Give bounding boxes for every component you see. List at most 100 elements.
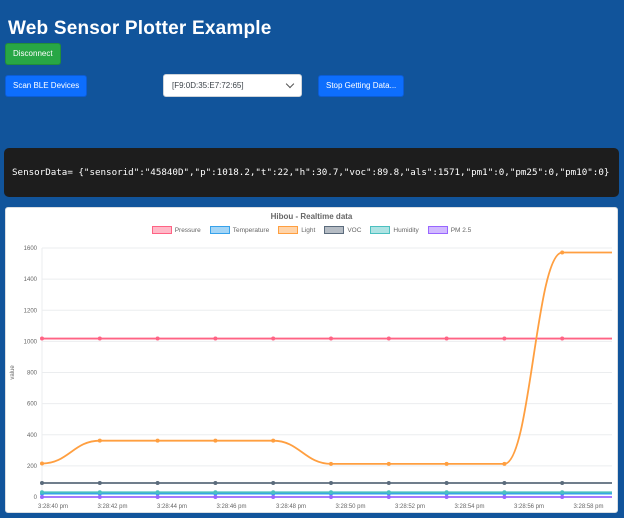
data-point-voc[interactable] [213,481,218,486]
data-point-light[interactable] [386,461,391,466]
legend-label: VOC [347,226,362,234]
data-point-voc[interactable] [502,481,507,486]
data-point-pressure[interactable] [502,336,507,341]
legend-label: Humidity [393,226,419,234]
x-tick-label: 3:28:50 pm [335,504,365,510]
legend-swatch-pressure [151,226,172,234]
legend-item-pressure[interactable]: Pressure [151,226,201,234]
x-tick-label: 3:28:44 pm [157,504,187,510]
data-point-voc[interactable] [97,481,102,486]
scan-ble-devices-button[interactable]: Scan BLE Devices [5,75,88,97]
data-point-voc[interactable] [329,481,333,486]
y-tick-label: 0 [34,495,38,501]
data-point-light[interactable] [502,461,507,466]
console-output: SensorData= {"sensorid":"45840D","p":101… [4,148,619,197]
data-point-voc[interactable] [560,481,565,486]
x-tick-label: 3:28:54 pm [454,504,484,510]
data-point-pm-2-5[interactable] [502,495,507,499]
x-tick-label: 3:28:40 pm [38,504,68,510]
data-point-pressure[interactable] [213,336,218,341]
legend-swatch-light [278,226,299,234]
data-point-voc[interactable] [40,481,44,486]
data-point-humidity[interactable] [271,490,276,495]
y-tick-label: 1400 [24,277,38,283]
legend-item-light[interactable]: Light [278,226,315,234]
sensor-data-text: SensorData= {"sensorid":"45840D","p":101… [12,167,610,178]
data-point-pm-2-5[interactable] [155,495,160,499]
data-point-pm-2-5[interactable] [213,495,218,499]
data-point-pressure[interactable] [155,336,160,341]
y-tick-label: 1000 [24,339,38,345]
y-tick-label: 400 [27,433,38,439]
series-line-light[interactable] [41,251,612,465]
data-point-light[interactable] [560,250,565,255]
x-tick-label: 3:28:56 pm [514,504,544,510]
data-point-humidity[interactable] [213,490,218,495]
data-point-light[interactable] [444,461,449,466]
data-point-pressure[interactable] [271,336,276,341]
legend-swatch-voc [324,226,345,234]
data-point-pm-2-5[interactable] [97,495,102,499]
data-point-voc[interactable] [444,481,449,486]
device-select-value: [F9:0D:35:E7:72:65] [172,81,244,90]
x-tick-label: 3:28:48 pm [276,504,306,510]
chart-title: Hibou - Realtime data [270,212,353,221]
y-tick-label: 600 [27,402,38,408]
stop-getting-data-button[interactable]: Stop Getting Data... [318,75,405,97]
data-point-humidity[interactable] [560,490,565,495]
data-point-light[interactable] [155,438,160,443]
legend-label: Temperature [232,226,270,234]
legend-label: PM 2.5 [450,226,472,234]
data-point-pm-2-5[interactable] [444,495,449,499]
data-point-light[interactable] [97,438,102,443]
data-point-voc[interactable] [155,481,160,486]
legend-item-pm-2-5[interactable]: PM 2.5 [427,226,472,234]
legend-item-temperature[interactable]: Temperature [209,226,270,234]
data-point-pressure[interactable] [97,336,102,341]
data-point-humidity[interactable] [502,490,507,495]
data-point-pressure[interactable] [386,336,391,341]
data-point-pressure[interactable] [329,336,333,341]
data-point-pressure[interactable] [444,336,449,341]
legend-swatch-humidity [370,226,391,234]
legend-label: Pressure [174,226,201,234]
data-point-pressure[interactable] [40,336,44,341]
data-point-pm-2-5[interactable] [386,495,391,499]
data-point-voc[interactable] [386,481,391,486]
legend-label: Light [301,226,316,234]
data-point-humidity[interactable] [155,490,160,495]
data-point-humidity[interactable] [97,490,102,495]
data-point-light[interactable] [329,461,333,466]
x-tick-label: 3:28:42 pm [97,504,127,510]
data-point-light[interactable] [40,461,44,466]
legend-swatch-temperature [209,226,230,234]
legend-item-humidity[interactable]: Humidity [370,226,419,234]
chevron-down-icon [285,79,295,89]
y-tick-label: 1600 [24,246,38,252]
data-point-pm-2-5[interactable] [329,495,333,499]
legend-swatch-pm-2-5 [427,226,448,234]
data-point-pressure[interactable] [560,336,565,341]
data-point-light[interactable] [271,438,276,443]
x-tick-label: 3:28:58 pm [573,504,603,510]
data-point-light[interactable] [213,438,218,443]
y-axis-title: value [10,365,16,380]
legend-item-voc[interactable]: VOC [324,226,361,234]
data-point-humidity[interactable] [40,490,44,495]
data-point-pm-2-5[interactable] [40,495,44,499]
data-point-humidity[interactable] [444,490,449,495]
data-point-pm-2-5[interactable] [271,495,276,499]
chart-canvas[interactable]: 0 200 400 600 800 1000 1200 1400 1600 value 3:28:4… [6,208,617,512]
data-point-voc[interactable] [271,481,276,486]
data-point-pm-2-5[interactable] [560,495,565,499]
data-point-humidity[interactable] [329,490,333,495]
data-point-humidity[interactable] [386,490,391,495]
y-tick-label: 200 [27,464,38,470]
device-select[interactable]: [F9:0D:35:E7:72:65] [163,74,302,97]
chart-legend: Pressure Temperature Light VOC Humidity PM 2.… [6,226,617,234]
y-tick-label: 1200 [24,308,38,314]
x-tick-label: 3:28:46 pm [216,504,246,510]
x-tick-label: 3:28:52 pm [395,504,425,510]
disconnect-button[interactable]: Disconnect [5,43,61,65]
page-title: Web Sensor Plotter Example [8,17,272,39]
